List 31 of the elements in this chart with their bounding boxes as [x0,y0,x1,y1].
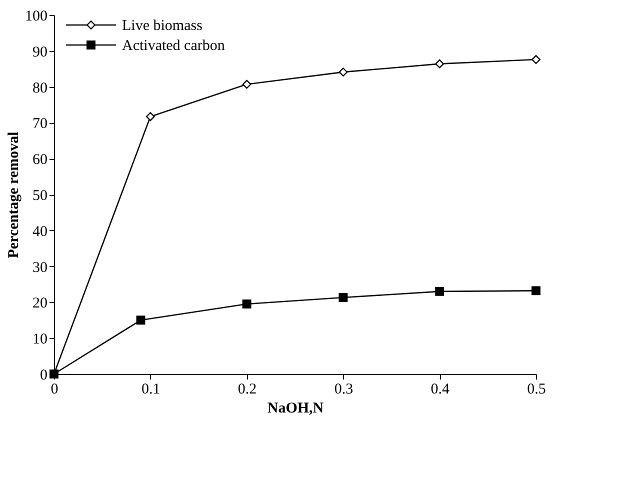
y-tick-label: 0 [40,368,48,384]
point [532,286,540,296]
y-tick-label: 60 [32,152,48,168]
y-tick-label: 40 [32,224,48,240]
x-tick-label: 0.3 [334,382,354,398]
point [338,293,348,302]
y-tick-label: 70 [32,116,48,132]
y-tick-label: 50 [32,188,48,204]
legend-label: Live biomass [122,18,203,34]
point [338,68,348,77]
y-tick-label: 30 [32,260,48,276]
legend-label: Activated carbon [122,38,226,54]
y-tick-label: 10 [32,332,48,348]
point [435,59,444,68]
x-axis-title: NaOH,N [267,400,324,416]
point [242,300,252,308]
x-tick-label: 0.1 [142,382,160,398]
x-tick-label: 0 [50,382,58,398]
x-tick-label: 0.4 [430,382,450,398]
point [532,55,540,64]
y-tick-label: 20 [32,296,48,312]
y-tick-label: 80 [32,80,48,96]
x-tick-label: 0.2 [238,382,257,398]
y-tick-label: 90 [32,44,48,60]
point [146,112,155,122]
point [242,80,252,89]
point [136,316,146,325]
point [435,286,444,296]
y-axis-title: Percentage removal [6,132,22,258]
y-tick-label: 100 [25,8,48,24]
x-tick-label: 0.5 [527,382,546,398]
